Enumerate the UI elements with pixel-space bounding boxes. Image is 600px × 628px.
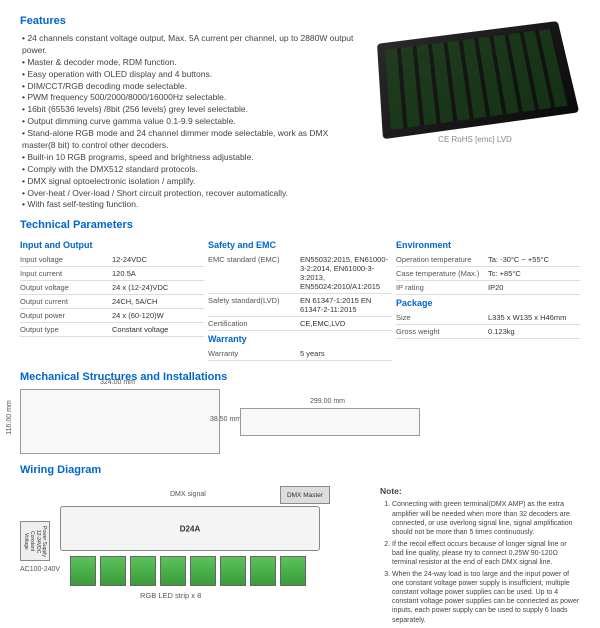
- param-col-title: Environment: [396, 237, 580, 253]
- note-item: Connecting with green terminal(DMX AMP) …: [392, 500, 580, 536]
- wiring-title: Wiring Diagram: [20, 464, 580, 476]
- param-col-title: Warranty: [208, 331, 392, 347]
- feature-item: 24 channels constant voltage output, Max…: [22, 33, 358, 57]
- led-strip: [130, 556, 156, 586]
- notes-title: Note:: [380, 486, 580, 497]
- note-item: When the 24-way load is too large and th…: [392, 570, 580, 625]
- dmx-signal-label: DMX signal: [170, 491, 206, 498]
- param-row: Input voltage12-24VDC: [20, 253, 204, 267]
- tech-params-title: Technical Parameters: [20, 219, 580, 231]
- param-row: EMC standard (EMC)EN55032:2015, EN61000-…: [208, 253, 392, 294]
- feature-item: Stand-alone RGB mode and 24 channel dimm…: [22, 128, 358, 152]
- led-strip: [160, 556, 186, 586]
- ac-label: AC100-240V: [20, 566, 60, 573]
- feature-item: With fast self-testing function.: [22, 199, 358, 211]
- led-strip: [100, 556, 126, 586]
- param-row: Operation temperatureTa: -30°C ~ +55°C: [396, 253, 580, 267]
- dmx-master-box: DMX Master: [280, 486, 330, 504]
- mech-drawings: 324.00 mm 116.00 mm 299.00 mm 38.50 mm: [20, 389, 580, 454]
- feature-item: Master & decoder mode, RDM function.: [22, 57, 358, 69]
- param-row: Gross weight0.123kg: [396, 325, 580, 339]
- param-row: Case temperature (Max.)Tc: +85°C: [396, 267, 580, 281]
- param-row: Input current120.5A: [20, 267, 204, 281]
- led-strip: [250, 556, 276, 586]
- features-list: 24 channels constant voltage output, Max…: [20, 33, 358, 211]
- dim-w2: 299.00 mm: [310, 398, 345, 405]
- param-row: CertificationCE,EMC,LVD: [208, 317, 392, 331]
- dim-w1: 324.00 mm: [100, 379, 135, 386]
- param-col-title: Safety and EMC: [208, 237, 392, 253]
- tech-params-table: Input and OutputInput voltage12-24VDCInp…: [20, 237, 580, 361]
- feature-item: Easy operation with OLED display and 4 b…: [22, 69, 358, 81]
- param-row: IP ratingIP20: [396, 281, 580, 295]
- param-row: Output power24 x (60-120)W: [20, 309, 204, 323]
- feature-item: DMX signal optoelectronic isolation / am…: [22, 176, 358, 188]
- param-col-title: Package: [396, 295, 580, 311]
- led-strip: [190, 556, 216, 586]
- led-strip: [70, 556, 96, 586]
- led-strip: [280, 556, 306, 586]
- param-row: Output current24CH, 5A/CH: [20, 295, 204, 309]
- product-image: CE RoHS [emc] LVD: [370, 15, 580, 155]
- param-row: Warranty5 years: [208, 347, 392, 361]
- features-title: Features: [20, 15, 358, 27]
- decoder-box: [60, 506, 320, 551]
- strip-label: RGB LED strip x 8: [140, 591, 201, 600]
- param-row: Safety standard(LVD)EN 61347-1:2015 EN 6…: [208, 294, 392, 317]
- feature-item: Comply with the DMX512 standard protocol…: [22, 164, 358, 176]
- notes-section: Note: Connecting with green terminal(DMX…: [380, 486, 580, 627]
- feature-item: Output dimming curve gamma value 0.1-9.9…: [22, 116, 358, 128]
- param-row: Output typeConstant voltage: [20, 323, 204, 337]
- note-item: If the recoil effect occurs because of l…: [392, 540, 580, 567]
- wiring-diagram: DMX signal DMX Master Power Supply 12-24…: [20, 486, 370, 606]
- param-row: Output voltage24 x (12-24)VDC: [20, 281, 204, 295]
- param-row: SizeL335 x W135 x H46mm: [396, 311, 580, 325]
- power-supply-box: Power Supply 12-24VDC Constant Voltage: [20, 521, 50, 561]
- cert-marks: CE RoHS [emc] LVD: [438, 135, 512, 144]
- param-col-title: Input and Output: [20, 237, 204, 253]
- feature-item: Built-in 10 RGB programs, speed and brig…: [22, 152, 358, 164]
- feature-item: PWM frequency 500/2000/8000/16000Hz sele…: [22, 92, 358, 104]
- led-strip: [220, 556, 246, 586]
- feature-item: Over-heat / Over-load / Short circuit pr…: [22, 188, 358, 200]
- feature-item: DIM/CCT/RGB decoding mode selectable.: [22, 81, 358, 93]
- feature-item: 16bit (65536 levels) /8bit (256 levels) …: [22, 104, 358, 116]
- dim-h2: 38.50 mm: [210, 416, 241, 423]
- dim-h1: 116.00 mm: [6, 401, 13, 436]
